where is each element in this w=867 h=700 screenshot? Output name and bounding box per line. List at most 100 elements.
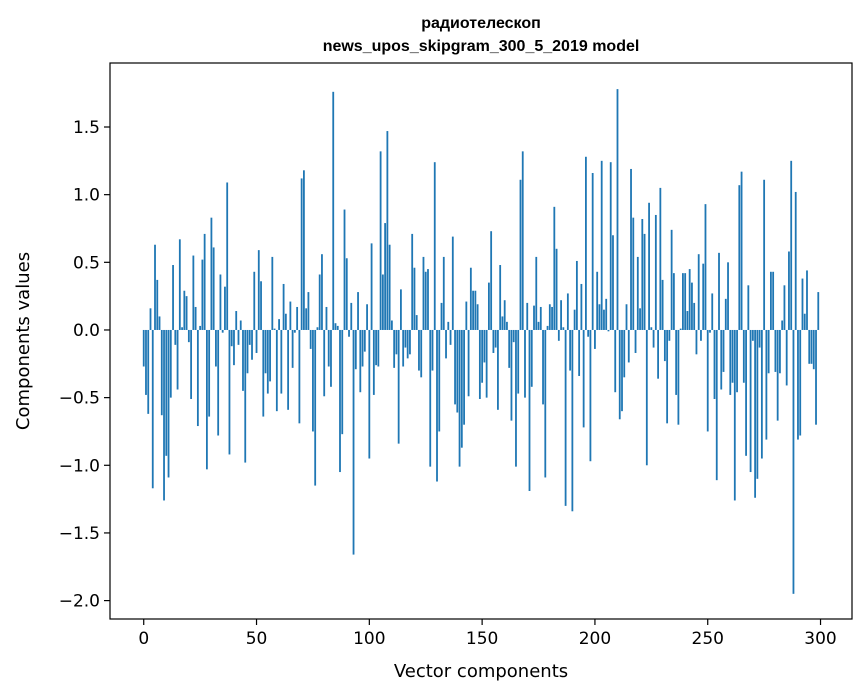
bar — [314, 329, 317, 486]
bar — [817, 292, 820, 330]
bar — [388, 244, 391, 330]
bar — [641, 219, 644, 330]
bar — [548, 304, 551, 330]
bar — [260, 281, 262, 330]
bar — [165, 329, 168, 456]
bar — [239, 320, 242, 330]
bar — [370, 243, 373, 330]
bar — [472, 290, 475, 330]
bar — [589, 329, 592, 462]
bar — [616, 89, 619, 330]
bar — [366, 304, 368, 330]
bar — [445, 329, 447, 359]
bar — [296, 306, 299, 330]
bar — [515, 329, 517, 467]
bar — [199, 325, 202, 330]
y-tick-label: −0.5 — [59, 389, 100, 409]
bar — [149, 308, 152, 330]
bar — [682, 273, 684, 330]
bar — [147, 329, 150, 414]
bar — [449, 329, 452, 345]
bar — [573, 309, 576, 330]
chart-title-line-2: news_upos_skipgram_300_5_2019 model — [323, 38, 640, 55]
bar — [183, 290, 186, 330]
bar — [553, 206, 556, 330]
bar — [303, 170, 305, 330]
bar — [244, 329, 247, 463]
bar — [379, 151, 382, 330]
bar — [779, 329, 781, 374]
bar — [582, 329, 585, 428]
bar — [390, 320, 393, 330]
bar — [483, 329, 486, 363]
bar — [156, 279, 159, 330]
bar — [440, 302, 443, 330]
x-tick-label: 0 — [138, 629, 149, 649]
bar — [451, 236, 454, 330]
bar — [621, 329, 623, 412]
bar — [341, 329, 344, 435]
bar — [327, 329, 330, 367]
y-tick-label: 0.0 — [73, 321, 100, 341]
bar — [806, 270, 808, 330]
bar — [221, 329, 224, 333]
bar — [178, 239, 181, 330]
bar — [348, 329, 350, 337]
bar — [316, 327, 319, 330]
bar — [812, 329, 815, 370]
bar — [580, 283, 583, 330]
bar — [289, 301, 292, 330]
y-axis-ticks: −2.0 −1.5 −1.0 −0.5 0.0 0.5 1.0 1.5 — [59, 118, 110, 612]
bar — [226, 182, 229, 330]
bar — [205, 329, 208, 470]
bar — [424, 271, 427, 330]
bar — [481, 329, 484, 383]
bar — [618, 329, 621, 420]
bar — [309, 329, 312, 349]
bar — [740, 171, 743, 330]
bar — [474, 290, 477, 330]
bar — [659, 187, 662, 330]
bar — [702, 263, 705, 330]
bar — [357, 292, 359, 330]
bar — [720, 329, 723, 390]
bar — [533, 305, 535, 330]
bar — [176, 329, 179, 390]
bar — [614, 329, 617, 393]
bar — [700, 329, 702, 341]
bar — [528, 329, 531, 491]
bar — [539, 306, 542, 330]
bar — [255, 329, 258, 353]
bar — [293, 329, 296, 333]
bar — [731, 329, 734, 383]
bar — [571, 329, 574, 512]
bar — [381, 274, 384, 330]
bar — [756, 329, 759, 479]
bar — [460, 329, 463, 448]
bar — [587, 329, 590, 337]
bar — [497, 329, 499, 410]
bar — [693, 302, 696, 330]
bar — [352, 329, 355, 555]
bar — [706, 329, 709, 432]
bar — [224, 286, 226, 330]
bar — [269, 329, 271, 382]
bar — [447, 321, 450, 330]
bar — [384, 223, 387, 330]
bar — [321, 254, 323, 330]
x-tick-label: 50 — [246, 629, 268, 649]
bar — [544, 329, 547, 478]
bar — [235, 311, 238, 330]
bar — [312, 329, 314, 432]
bar — [566, 293, 569, 330]
bar — [278, 319, 280, 330]
bar — [609, 162, 612, 330]
bar — [415, 315, 418, 330]
bar — [751, 329, 754, 341]
bar — [781, 320, 784, 330]
bar — [666, 329, 669, 424]
bar — [790, 160, 793, 330]
bar — [456, 329, 459, 413]
bar — [210, 217, 213, 330]
bar — [684, 273, 687, 330]
